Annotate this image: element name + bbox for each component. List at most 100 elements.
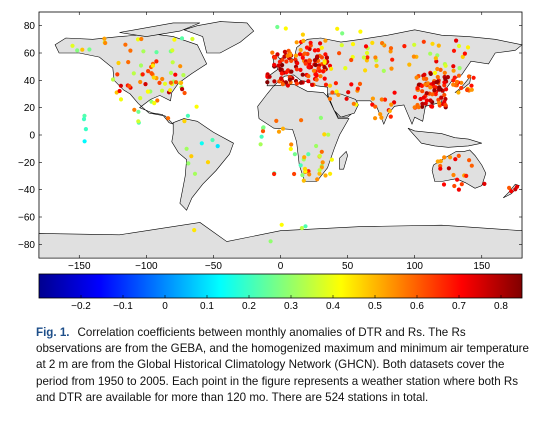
- station-point: [160, 88, 165, 93]
- station-point: [70, 43, 75, 48]
- station-point: [154, 59, 159, 64]
- station-point: [373, 116, 378, 121]
- station-point: [154, 50, 159, 55]
- station-point: [432, 88, 437, 93]
- station-point: [379, 97, 384, 102]
- station-point: [420, 89, 425, 94]
- station-point: [454, 38, 459, 43]
- station-point: [306, 169, 311, 174]
- station-point: [451, 68, 456, 73]
- land-masses: [38, 21, 523, 259]
- station-point: [285, 68, 291, 73]
- station-point: [459, 182, 464, 187]
- colorbar-tick-label: 0.1: [200, 301, 214, 310]
- station-point: [102, 36, 107, 41]
- station-point: [260, 129, 266, 134]
- station-point: [444, 87, 449, 92]
- station-point: [412, 42, 417, 47]
- station-point: [442, 80, 447, 85]
- station-point: [435, 74, 440, 80]
- map-y-tick-label: 80: [24, 21, 36, 32]
- station-point: [320, 160, 325, 165]
- station-point: [358, 29, 363, 34]
- station-point: [182, 90, 187, 96]
- station-point: [318, 41, 323, 46]
- station-point: [442, 92, 447, 98]
- station-point: [272, 62, 277, 67]
- map-x-tick-label: −50: [205, 261, 222, 272]
- station-point: [407, 62, 412, 67]
- station-point: [186, 161, 191, 166]
- station-point: [289, 69, 294, 74]
- station-point: [509, 189, 514, 194]
- station-point: [456, 187, 461, 192]
- station-point: [421, 39, 426, 44]
- station-point: [423, 82, 428, 87]
- station-point: [329, 157, 334, 162]
- station-point: [370, 102, 375, 107]
- station-point: [330, 90, 335, 95]
- station-point: [140, 72, 145, 77]
- figure-caption: Fig. 1. Correlation coefficients between …: [36, 325, 531, 406]
- station-point: [317, 168, 322, 173]
- station-point: [178, 64, 183, 69]
- station-point: [324, 55, 329, 60]
- station-point: [412, 95, 418, 100]
- station-point: [136, 119, 141, 124]
- station-point: [285, 83, 290, 88]
- station-point: [306, 79, 311, 84]
- station-point: [430, 104, 435, 109]
- colorbar-tick-label: −0.2: [71, 301, 91, 310]
- station-point: [428, 51, 433, 56]
- station-point: [319, 149, 324, 154]
- station-point: [379, 115, 384, 120]
- station-point: [190, 36, 195, 42]
- station-point: [346, 90, 351, 95]
- station-point: [374, 63, 379, 68]
- station-point: [298, 163, 303, 168]
- station-point: [402, 44, 407, 49]
- station-point: [302, 51, 307, 56]
- station-point: [357, 81, 363, 86]
- station-point: [323, 173, 328, 178]
- station-point: [469, 83, 474, 88]
- station-point: [418, 96, 423, 102]
- station-point: [319, 55, 324, 60]
- station-point: [115, 72, 120, 77]
- land-madagascar: [339, 150, 348, 170]
- figure-svg: −150 −100 −50 0 50 100 150 80 60 40 20 0 −20 −40 −60 −…: [18, 11, 523, 310]
- map-y-tick-label: −80: [18, 240, 35, 251]
- station-point: [457, 66, 462, 71]
- station-point: [335, 26, 340, 31]
- station-point: [455, 177, 460, 182]
- station-point: [155, 98, 160, 103]
- station-point: [370, 96, 375, 101]
- station-point: [103, 40, 108, 46]
- station-point: [323, 38, 328, 43]
- map-x-tick-label: −100: [135, 261, 158, 272]
- station-point: [272, 171, 277, 177]
- station-point: [390, 57, 395, 62]
- station-point: [351, 101, 356, 106]
- station-point: [170, 60, 175, 65]
- station-point: [451, 82, 456, 87]
- station-point: [157, 80, 162, 85]
- station-point: [146, 69, 151, 74]
- station-point: [138, 63, 144, 68]
- station-point: [469, 163, 474, 168]
- station-point: [424, 91, 429, 96]
- station-point: [442, 83, 447, 88]
- station-point: [151, 75, 156, 80]
- station-point: [334, 89, 339, 94]
- station-point: [435, 159, 440, 164]
- station-point: [132, 107, 137, 112]
- station-point: [422, 72, 427, 77]
- station-point: [299, 118, 304, 123]
- station-point: [441, 182, 447, 187]
- station-point: [162, 81, 168, 86]
- station-point: [388, 114, 393, 119]
- station-point: [128, 48, 133, 53]
- land-arabia: [327, 93, 359, 118]
- station-point: [428, 98, 433, 103]
- station-point: [280, 57, 285, 62]
